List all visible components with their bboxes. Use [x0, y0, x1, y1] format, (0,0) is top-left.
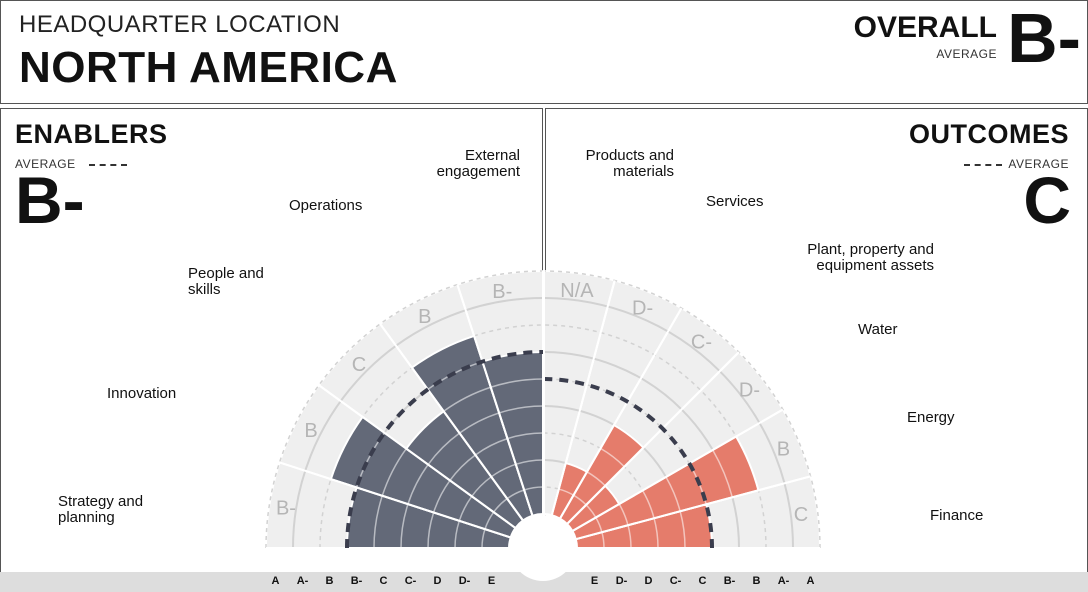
- axis-tick-right: B: [752, 575, 761, 587]
- category-grade: C: [794, 504, 808, 526]
- header-panel: HEADQUARTER LOCATION NORTH AMERICA OVERA…: [0, 0, 1088, 104]
- axis-tick-left: D-: [458, 575, 471, 587]
- category-grade: B: [418, 306, 431, 328]
- enablers-average-grade: B-: [15, 163, 85, 237]
- bar-ring: [381, 448, 407, 497]
- category-label: Services: [706, 193, 764, 210]
- data-bar-energy: [550, 461, 589, 520]
- headquarter-location-label: HEADQUARTER LOCATION: [19, 11, 341, 38]
- bar-ring: [712, 449, 734, 498]
- axis-tick-left: B-: [350, 575, 363, 587]
- outcomes-chart-group: C B D- C- D- N/A: [545, 270, 822, 549]
- axis-bar: [0, 572, 1088, 592]
- overall-label: OVERALL: [853, 11, 997, 44]
- background-sector: [545, 270, 616, 517]
- category-grade: N/A: [560, 280, 594, 302]
- category-label: Strategy and planning: [58, 493, 144, 526]
- bar-ring: [449, 454, 476, 481]
- sector-divider: [566, 351, 740, 525]
- sector-divider: [575, 475, 811, 541]
- bar-ring: [490, 378, 543, 388]
- category-grade: C: [352, 354, 366, 376]
- bar-ring: [498, 405, 543, 414]
- outcomes-title: OUTCOMES: [908, 119, 1069, 149]
- grid-ring: [292, 297, 543, 549]
- outcomes-average-legend-line: [964, 164, 1002, 166]
- average-arc: [545, 377, 714, 549]
- enablers-title: ENABLERS: [15, 119, 168, 149]
- average-arc: [345, 350, 543, 549]
- bar-ring: [407, 464, 429, 505]
- axis-tick-right: E: [590, 575, 599, 587]
- outcomes-average-label: AVERAGE: [1008, 157, 1069, 171]
- category-label: Water: [858, 321, 898, 338]
- sector-divider: [456, 284, 534, 516]
- sector-divider: [559, 307, 683, 520]
- axis-tick-right: D-: [615, 575, 628, 587]
- category-label: External engagement: [436, 147, 520, 180]
- bar-ring: [427, 432, 460, 465]
- axis-tick-left: C: [379, 575, 388, 587]
- bar-ring: [443, 386, 492, 412]
- category-grade: B: [777, 438, 790, 460]
- bar-ring: [400, 503, 409, 549]
- sector-divider: [379, 323, 524, 522]
- category-label: Energy: [907, 409, 955, 426]
- category-label: People and skills: [188, 265, 264, 298]
- bar-ring: [474, 437, 508, 456]
- category-label: Operations: [289, 197, 363, 214]
- sector-divider: [318, 384, 517, 529]
- enablers-chart-group: B- B C B B-: [264, 269, 543, 549]
- headquarter-location-value: NORTH AMERICA: [19, 43, 398, 92]
- axis-tick-right: A-: [777, 575, 790, 587]
- category-label: Products and materials: [585, 147, 674, 180]
- enablers-average-label: AVERAGE: [15, 157, 76, 171]
- bar-ring: [427, 512, 435, 549]
- bar-ring: [432, 479, 451, 513]
- bar-ring: [507, 432, 543, 440]
- axis-tick-left: B: [325, 575, 334, 587]
- axis-tick-left: D: [433, 575, 442, 587]
- category-grade: D-: [632, 298, 653, 320]
- axis-tick-left: A: [271, 575, 280, 587]
- category-grade: B-: [492, 281, 512, 303]
- axis-tick-left: C-: [404, 575, 417, 587]
- axis-tick-right: C: [698, 575, 707, 587]
- axis-tick-left: A-: [296, 575, 309, 587]
- grid-ring: [545, 324, 767, 549]
- grid-ring: [265, 270, 543, 549]
- axis-tick-right: A: [806, 575, 815, 587]
- sector-divider: [571, 408, 784, 532]
- axis-tick-left: E: [487, 575, 496, 587]
- enablers-average-legend-line: [89, 164, 127, 166]
- axis-tick-right: B-: [723, 575, 736, 587]
- category-grade: B: [304, 420, 317, 442]
- sector-divider: [550, 280, 616, 516]
- category-grade: B-: [276, 497, 296, 519]
- category-grade: D-: [739, 380, 760, 402]
- bar-ring: [373, 495, 383, 549]
- category-label: Plant, property and equipment assets: [807, 241, 934, 274]
- axis-tick-right: C-: [669, 575, 682, 587]
- sector-divider: [279, 461, 511, 539]
- category-label: Finance: [930, 507, 984, 524]
- outcomes-average-grade: C: [1023, 163, 1071, 237]
- axis-tick-right: D: [644, 575, 653, 587]
- overall-grade: B-: [1007, 0, 1081, 77]
- overall-average-label: AVERAGE: [936, 47, 997, 61]
- bar-ring: [459, 412, 500, 434]
- category-grade: C-: [691, 332, 712, 354]
- category-label: Innovation: [107, 385, 177, 402]
- grid-ring: [319, 324, 543, 549]
